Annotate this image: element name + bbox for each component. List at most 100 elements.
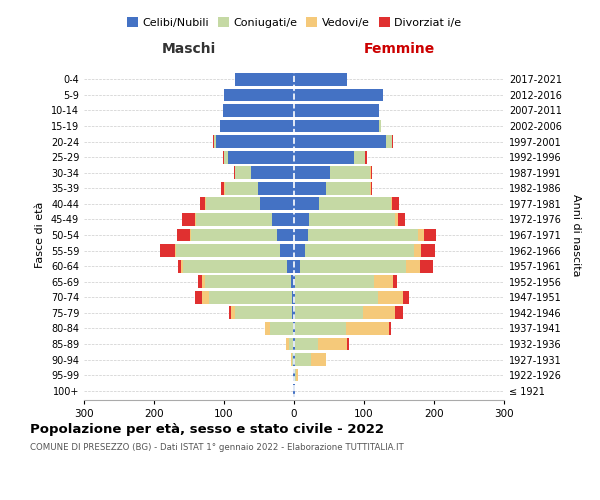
Bar <box>346 322 389 335</box>
Bar <box>295 353 311 366</box>
Bar <box>194 213 196 226</box>
Bar <box>257 182 294 194</box>
Bar <box>196 291 202 304</box>
Bar <box>374 276 394 288</box>
Bar <box>286 338 289 350</box>
Bar <box>293 368 294 382</box>
Text: COMUNE DI PRESEZZO (BG) - Dati ISTAT 1° gennaio 2022 - Elaborazione TUTTITALIA.I: COMUNE DI PRESEZZO (BG) - Dati ISTAT 1° … <box>30 442 404 452</box>
Bar <box>206 198 260 210</box>
Bar <box>296 368 298 382</box>
Bar <box>181 260 184 272</box>
Bar <box>379 120 381 132</box>
Bar <box>294 135 386 148</box>
Bar <box>205 198 206 210</box>
Bar <box>294 104 379 117</box>
Bar <box>354 151 365 164</box>
Bar <box>294 182 326 194</box>
Bar <box>209 291 292 304</box>
Bar <box>287 260 294 272</box>
Bar <box>178 260 181 272</box>
Bar <box>198 276 202 288</box>
Bar <box>295 306 362 319</box>
Bar <box>291 353 292 366</box>
Bar <box>326 182 370 194</box>
Bar <box>294 260 299 272</box>
Bar <box>277 228 294 241</box>
Bar <box>177 228 190 241</box>
Bar <box>371 166 373 179</box>
Bar <box>362 306 395 319</box>
Bar <box>420 260 433 272</box>
Bar <box>292 291 294 304</box>
Bar <box>229 306 231 319</box>
Bar <box>421 244 436 257</box>
Bar <box>294 368 295 382</box>
Bar <box>289 338 293 350</box>
Bar <box>293 322 294 335</box>
Bar <box>392 198 399 210</box>
Bar <box>176 244 280 257</box>
Bar <box>293 338 294 350</box>
Bar <box>202 276 205 288</box>
Bar <box>294 276 295 288</box>
Bar <box>295 368 296 382</box>
Bar <box>227 151 294 164</box>
Bar <box>294 384 295 397</box>
Bar <box>295 338 318 350</box>
Bar <box>182 213 194 226</box>
Bar <box>365 151 367 164</box>
Bar <box>406 260 420 272</box>
Bar <box>294 213 310 226</box>
Bar <box>235 166 251 179</box>
Bar <box>221 182 224 194</box>
Bar <box>292 306 294 319</box>
Bar <box>280 244 294 257</box>
Bar <box>311 353 326 366</box>
Bar <box>202 291 209 304</box>
Bar <box>424 228 436 241</box>
Bar <box>290 276 294 288</box>
Bar <box>305 244 415 257</box>
Bar <box>299 260 406 272</box>
Bar <box>225 182 257 194</box>
Text: Maschi: Maschi <box>162 42 216 56</box>
Bar <box>378 291 403 304</box>
Bar <box>295 322 346 335</box>
Bar <box>294 353 295 366</box>
Bar <box>391 198 392 210</box>
Bar <box>234 166 235 179</box>
Bar <box>394 276 397 288</box>
Bar <box>235 306 292 319</box>
Bar <box>371 182 373 194</box>
Bar <box>331 166 370 179</box>
Bar <box>310 213 395 226</box>
Y-axis label: Fasce di età: Fasce di età <box>35 202 45 268</box>
Bar <box>265 322 270 335</box>
Bar <box>223 151 224 164</box>
Bar <box>205 276 290 288</box>
Bar <box>389 322 391 335</box>
Bar <box>318 338 347 350</box>
Bar <box>294 120 379 132</box>
Bar <box>294 306 295 319</box>
Bar <box>220 120 294 132</box>
Bar <box>213 135 214 148</box>
Text: Femmine: Femmine <box>364 42 434 56</box>
Bar <box>224 88 294 102</box>
Bar <box>235 73 294 86</box>
Bar <box>295 291 378 304</box>
Bar <box>215 135 294 148</box>
Bar <box>160 244 175 257</box>
Bar <box>293 384 294 397</box>
Bar <box>270 322 293 335</box>
Bar <box>292 353 293 366</box>
Bar <box>294 151 354 164</box>
Bar <box>294 291 295 304</box>
Bar <box>398 213 406 226</box>
Bar <box>294 166 331 179</box>
Bar <box>295 276 374 288</box>
Bar <box>294 198 319 210</box>
Bar <box>293 353 294 366</box>
Bar <box>347 338 349 350</box>
Bar <box>251 166 294 179</box>
